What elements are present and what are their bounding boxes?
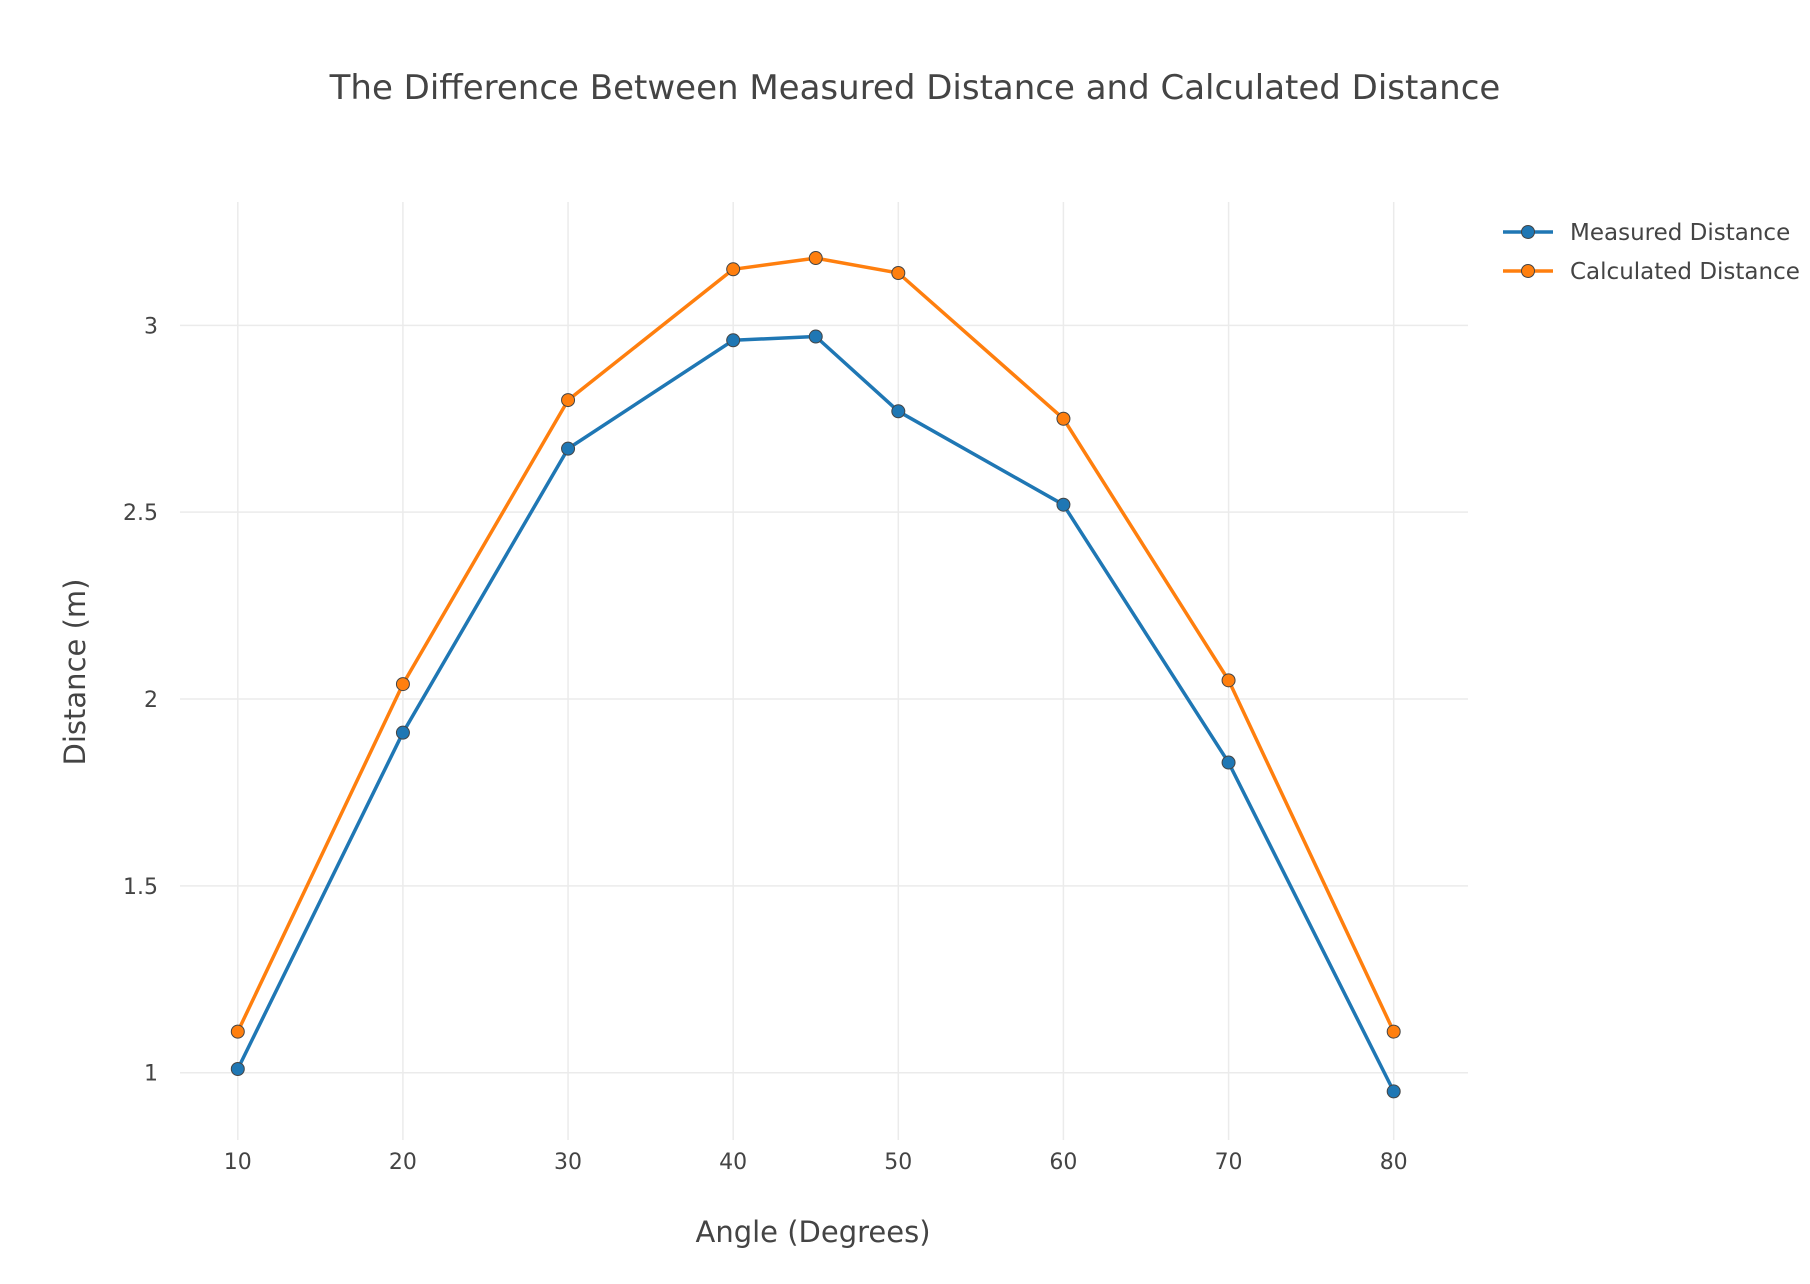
x-gridlines [237, 202, 1395, 1140]
x-tick-label: 50 [884, 1150, 912, 1175]
data-point [891, 404, 906, 419]
x-tick-label: 30 [554, 1150, 582, 1175]
legend-swatch-marker [1521, 225, 1535, 239]
y-tick-labels: 1 1.5 2 2.5 3 [123, 314, 158, 1086]
legend: Measured Distance Calculated Distance [1503, 220, 1800, 285]
chart-title: The Difference Between Measured Distance… [329, 68, 1501, 108]
data-point [1386, 1024, 1401, 1039]
series-calculated-distance [230, 251, 1401, 1039]
data-point [230, 1024, 245, 1039]
data-point [726, 333, 741, 348]
data-point [561, 441, 576, 456]
legend-item-measured-distance: Measured Distance [1503, 220, 1790, 246]
data-point [1221, 673, 1236, 688]
x-tick-label: 70 [1215, 1150, 1243, 1175]
data-point [1056, 497, 1071, 512]
data-point [561, 393, 576, 408]
data-point [726, 262, 741, 277]
data-point [1221, 755, 1236, 770]
x-tick-label: 20 [389, 1150, 417, 1175]
legend-item-calculated-distance: Calculated Distance [1503, 259, 1800, 285]
legend-swatch-marker [1521, 264, 1535, 278]
x-tick-label: 40 [719, 1150, 747, 1175]
legend-label: Measured Distance [1570, 220, 1790, 246]
y-tick-label: 2 [144, 688, 158, 713]
y-tick-label: 3 [144, 314, 158, 339]
y-tick-label: 2.5 [123, 501, 158, 526]
x-axis-title: Angle (Degrees) [695, 1215, 930, 1249]
data-point [1386, 1084, 1401, 1099]
y-tick-label: 1 [144, 1062, 158, 1087]
data-point [1056, 411, 1071, 426]
data-point [230, 1061, 245, 1076]
legend-label: Calculated Distance [1570, 259, 1800, 285]
y-tick-label: 1.5 [123, 875, 158, 900]
x-tick-label: 10 [224, 1150, 252, 1175]
y-axis-title: Distance (m) [58, 579, 92, 766]
series-layer [230, 251, 1401, 1099]
x-tick-label: 60 [1049, 1150, 1077, 1175]
data-point [891, 266, 906, 281]
x-tick-labels: 10 20 30 40 50 60 70 80 [224, 1150, 1408, 1175]
series-measured-distance [230, 329, 1401, 1099]
data-point [395, 677, 410, 692]
x-tick-label: 80 [1380, 1150, 1408, 1175]
data-point [395, 725, 410, 740]
data-point [808, 329, 823, 344]
data-point [808, 251, 823, 266]
